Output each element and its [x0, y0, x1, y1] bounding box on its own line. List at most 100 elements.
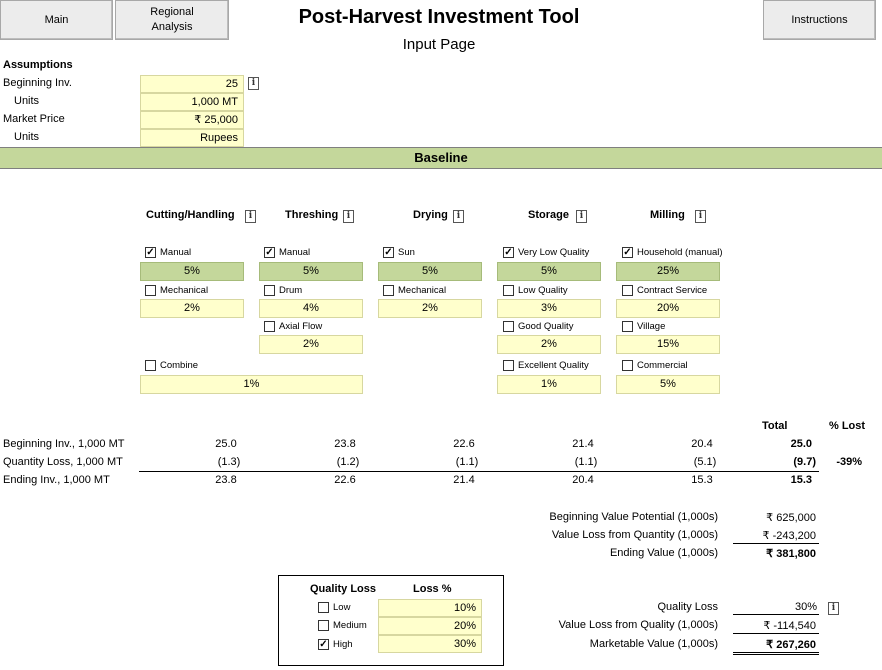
- cutting-mechanical-value[interactable]: 2%: [140, 299, 244, 318]
- row-qty-loss-milling: (5.1): [693, 456, 717, 468]
- quality-high-value[interactable]: 30%: [378, 635, 482, 653]
- milling-contract-value[interactable]: 20%: [616, 299, 720, 318]
- marketable-underline-2: [733, 654, 819, 655]
- milling-household-value[interactable]: 25%: [616, 262, 720, 281]
- cutting-mechanical-checkbox[interactable]: [145, 285, 156, 296]
- milling-village-value[interactable]: 15%: [616, 335, 720, 354]
- qty-value-loss-label: Value Loss from Quantity (1,000s): [551, 529, 718, 541]
- qty-value-loss: ₹ -243,200: [762, 530, 816, 542]
- row-qty-loss-total: (9.7): [793, 456, 816, 468]
- threshing-manual-checkbox[interactable]: ✓: [264, 247, 275, 258]
- row-beginning-cutting: 25.0: [215, 438, 237, 450]
- threshing-manual-value[interactable]: 5%: [259, 262, 363, 281]
- row-beginning-milling: 20.4: [691, 438, 713, 450]
- row-beginning-total: 25.0: [790, 438, 812, 450]
- milling-village-checkbox[interactable]: [622, 321, 633, 332]
- quality-summary-divider-1: [733, 614, 819, 615]
- quality-summary-divider-2: [733, 633, 819, 634]
- main-button-label: Main: [44, 13, 69, 26]
- units-label-1: Units: [14, 95, 40, 107]
- milling-household-label: Household (manual): [637, 247, 723, 258]
- cutting-mechanical-label: Mechanical: [160, 285, 209, 296]
- threshing-axial-checkbox[interactable]: [264, 321, 275, 332]
- marketable-value-label: Marketable Value (1,000s): [589, 638, 718, 650]
- row-beginning-drying: 22.6: [453, 438, 475, 450]
- col-head-drying: Drying: [413, 209, 448, 221]
- cutting-manual-checkbox[interactable]: ✓: [145, 247, 156, 258]
- row-ending-milling: 15.3: [691, 474, 713, 486]
- col-head-milling: Milling: [650, 209, 685, 221]
- row-qty-loss-threshing: (1.2): [336, 456, 360, 468]
- storage-good-checkbox[interactable]: [503, 321, 514, 332]
- units-label-2: Units: [14, 131, 40, 143]
- row-qty-loss-drying: (1.1): [455, 456, 479, 468]
- threshing-manual-label: Manual: [279, 247, 311, 258]
- quality-loss-info-icon[interactable]: i: [828, 602, 839, 615]
- table-divider: [139, 471, 819, 472]
- storage-very-low-label: Very Low Quality: [518, 247, 590, 258]
- milling-household-checkbox[interactable]: ✓: [622, 247, 633, 258]
- assumptions-heading: Assumptions: [3, 59, 73, 71]
- row-qty-loss-pct: -39%: [836, 456, 862, 468]
- row-qty-loss-cutting: (1.3): [217, 456, 241, 468]
- row-beginning-label: Beginning Inv., 1,000 MT: [3, 438, 125, 450]
- beginning-inv-info-icon[interactable]: i: [248, 77, 259, 90]
- threshing-drum-label: Drum: [279, 285, 303, 296]
- instructions-button-label: Instructions: [791, 13, 848, 26]
- storage-low-checkbox[interactable]: [503, 285, 514, 296]
- row-ending-label: Ending Inv., 1,000 MT: [3, 474, 110, 486]
- cutting-info-icon[interactable]: i: [245, 210, 256, 223]
- quality-value-loss: ₹ -114,540: [763, 620, 816, 632]
- total-head: Total: [762, 420, 788, 432]
- row-beginning-storage: 21.4: [572, 438, 594, 450]
- units-input-2[interactable]: Rupees: [140, 129, 244, 147]
- threshing-drum-checkbox[interactable]: [264, 285, 275, 296]
- quality-loss-summary-label: Quality Loss: [657, 601, 718, 613]
- milling-commercial-checkbox[interactable]: [622, 360, 633, 371]
- milling-info-icon[interactable]: i: [695, 210, 706, 223]
- ending-value-label: Ending Value (1,000s): [609, 547, 718, 559]
- value-divider: [733, 543, 819, 544]
- drying-mechanical-value[interactable]: 2%: [378, 299, 482, 318]
- quality-low-value[interactable]: 10%: [378, 599, 482, 617]
- storage-excellent-value[interactable]: 1%: [497, 375, 601, 394]
- milling-commercial-value[interactable]: 5%: [616, 375, 720, 394]
- threshing-axial-value[interactable]: 2%: [259, 335, 363, 354]
- beginning-inv-input[interactable]: 25: [140, 75, 244, 93]
- drying-sun-checkbox[interactable]: ✓: [383, 247, 394, 258]
- market-price-input[interactable]: ₹ 25,000: [140, 111, 244, 129]
- milling-contract-label: Contract Service: [637, 285, 708, 296]
- row-ending-storage: 20.4: [572, 474, 594, 486]
- quality-low-checkbox[interactable]: [318, 602, 329, 613]
- storage-very-low-checkbox[interactable]: ✓: [503, 247, 514, 258]
- storage-low-label: Low Quality: [518, 285, 568, 296]
- threshing-info-icon[interactable]: i: [343, 210, 354, 223]
- pct-lost-head: % Lost: [829, 420, 866, 432]
- drying-sun-value[interactable]: 5%: [378, 262, 482, 281]
- row-ending-drying: 21.4: [453, 474, 475, 486]
- milling-contract-checkbox[interactable]: [622, 285, 633, 296]
- cutting-combine-checkbox[interactable]: [145, 360, 156, 371]
- quality-high-checkbox[interactable]: ✓: [318, 639, 329, 650]
- main-button[interactable]: Main: [0, 0, 113, 40]
- ending-value: ₹ 381,800: [766, 548, 816, 560]
- storage-very-low-value[interactable]: 5%: [497, 262, 601, 281]
- cutting-combine-label: Combine: [160, 360, 199, 371]
- regional-analysis-button[interactable]: Regional Analysis: [115, 0, 229, 40]
- storage-info-icon[interactable]: i: [576, 210, 587, 223]
- cutting-combine-value[interactable]: 1%: [140, 375, 363, 394]
- storage-low-value[interactable]: 3%: [497, 299, 601, 318]
- drying-info-icon[interactable]: i: [453, 210, 464, 223]
- quality-medium-value[interactable]: 20%: [378, 617, 482, 635]
- instructions-button[interactable]: Instructions: [763, 0, 876, 40]
- drying-mechanical-checkbox[interactable]: [383, 285, 394, 296]
- quality-loss-head: Quality Loss: [310, 583, 377, 595]
- storage-good-value[interactable]: 2%: [497, 335, 601, 354]
- regional-button-label-1: Regional: [150, 6, 194, 18]
- threshing-drum-value[interactable]: 4%: [259, 299, 363, 318]
- cutting-manual-value[interactable]: 5%: [140, 262, 244, 281]
- row-ending-cutting: 23.8: [215, 474, 237, 486]
- storage-excellent-checkbox[interactable]: [503, 360, 514, 371]
- units-input-1[interactable]: 1,000 MT: [140, 93, 244, 111]
- quality-medium-checkbox[interactable]: [318, 620, 329, 631]
